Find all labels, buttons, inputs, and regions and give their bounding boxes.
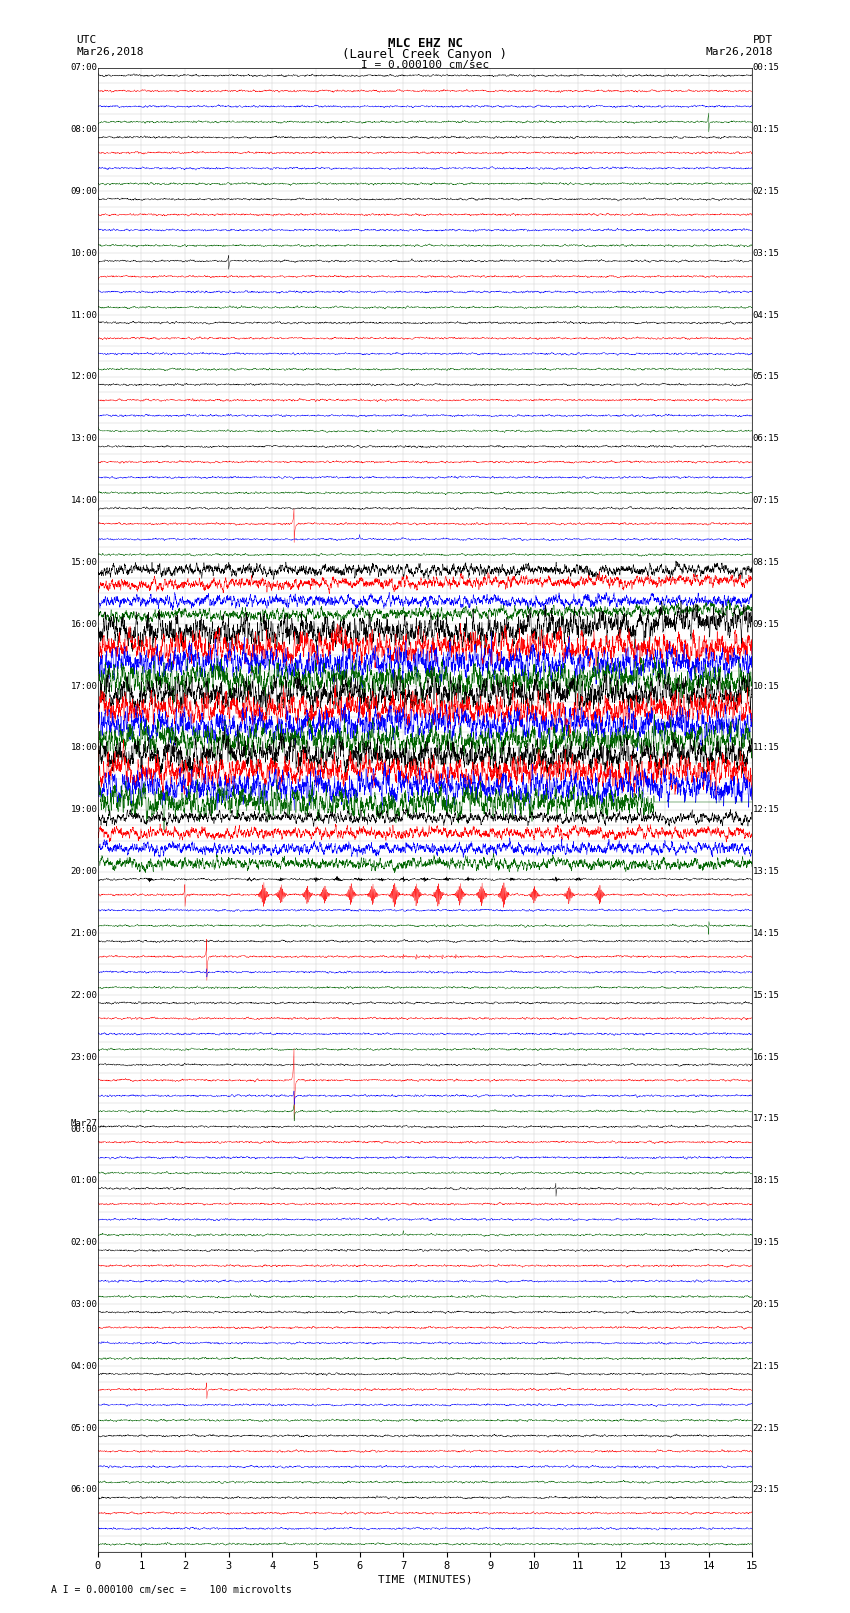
Text: 08:15: 08:15: [752, 558, 779, 566]
Text: 19:00: 19:00: [71, 805, 98, 815]
Text: 21:15: 21:15: [752, 1361, 779, 1371]
Text: 11:15: 11:15: [752, 744, 779, 752]
Text: 14:15: 14:15: [752, 929, 779, 937]
Text: 00:00: 00:00: [71, 1126, 98, 1134]
Text: 12:15: 12:15: [752, 805, 779, 815]
Text: 18:00: 18:00: [71, 744, 98, 752]
Text: 10:15: 10:15: [752, 682, 779, 690]
Text: 07:15: 07:15: [752, 497, 779, 505]
Text: 01:15: 01:15: [752, 126, 779, 134]
Text: MLC EHZ NC: MLC EHZ NC: [388, 37, 462, 50]
Text: 15:15: 15:15: [752, 990, 779, 1000]
X-axis label: TIME (MINUTES): TIME (MINUTES): [377, 1574, 473, 1584]
Text: Mar26,2018: Mar26,2018: [706, 47, 774, 56]
Text: 17:15: 17:15: [752, 1115, 779, 1123]
Text: 17:00: 17:00: [71, 682, 98, 690]
Text: (Laurel Creek Canyon ): (Laurel Creek Canyon ): [343, 48, 507, 61]
Text: 09:00: 09:00: [71, 187, 98, 195]
Text: 10:00: 10:00: [71, 248, 98, 258]
Text: 14:00: 14:00: [71, 497, 98, 505]
Text: 20:15: 20:15: [752, 1300, 779, 1308]
Text: 05:15: 05:15: [752, 373, 779, 381]
Text: Mar26,2018: Mar26,2018: [76, 47, 144, 56]
Text: 06:15: 06:15: [752, 434, 779, 444]
Text: 16:00: 16:00: [71, 619, 98, 629]
Text: 05:00: 05:00: [71, 1424, 98, 1432]
Text: 19:15: 19:15: [752, 1239, 779, 1247]
Text: Mar27: Mar27: [71, 1119, 98, 1127]
Text: 16:15: 16:15: [752, 1053, 779, 1061]
Text: 12:00: 12:00: [71, 373, 98, 381]
Text: 07:00: 07:00: [71, 63, 98, 73]
Text: 20:00: 20:00: [71, 868, 98, 876]
Text: 22:15: 22:15: [752, 1424, 779, 1432]
Text: UTC: UTC: [76, 35, 97, 45]
Text: 08:00: 08:00: [71, 126, 98, 134]
Text: 04:00: 04:00: [71, 1361, 98, 1371]
Text: 00:15: 00:15: [752, 63, 779, 73]
Text: 22:00: 22:00: [71, 990, 98, 1000]
Text: 23:15: 23:15: [752, 1486, 779, 1494]
Text: 18:15: 18:15: [752, 1176, 779, 1186]
Text: 11:00: 11:00: [71, 311, 98, 319]
Text: 23:00: 23:00: [71, 1053, 98, 1061]
Text: 03:00: 03:00: [71, 1300, 98, 1308]
Text: 01:00: 01:00: [71, 1176, 98, 1186]
Text: 02:15: 02:15: [752, 187, 779, 195]
Text: 15:00: 15:00: [71, 558, 98, 566]
Text: 04:15: 04:15: [752, 311, 779, 319]
Text: 02:00: 02:00: [71, 1239, 98, 1247]
Text: 21:00: 21:00: [71, 929, 98, 937]
Text: 09:15: 09:15: [752, 619, 779, 629]
Text: A I = 0.000100 cm/sec =    100 microvolts: A I = 0.000100 cm/sec = 100 microvolts: [51, 1586, 292, 1595]
Text: I = 0.000100 cm/sec: I = 0.000100 cm/sec: [361, 60, 489, 69]
Text: 03:15: 03:15: [752, 248, 779, 258]
Text: 06:00: 06:00: [71, 1486, 98, 1494]
Text: 13:15: 13:15: [752, 868, 779, 876]
Text: PDT: PDT: [753, 35, 774, 45]
Text: 13:00: 13:00: [71, 434, 98, 444]
